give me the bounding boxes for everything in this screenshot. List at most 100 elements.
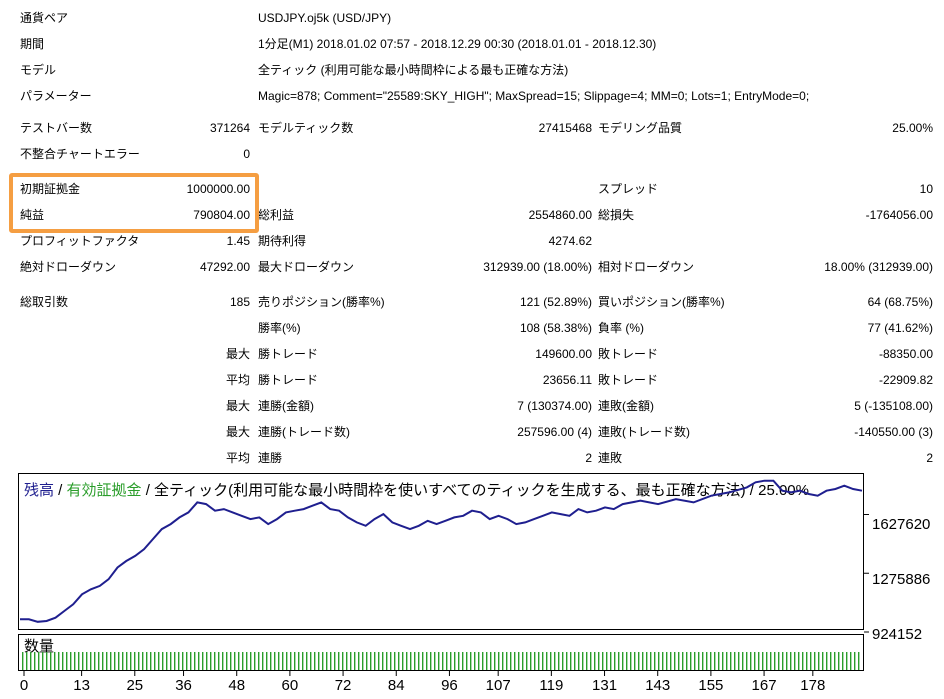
volume-bar (694, 652, 696, 670)
volume-bar (406, 652, 408, 670)
volume-bar (178, 652, 180, 670)
volume-bar (674, 652, 676, 670)
max-label-3: 最大 (225, 425, 250, 439)
volume-bar (826, 652, 828, 670)
volume-bar (810, 652, 812, 670)
volume-bar (298, 652, 300, 670)
volume-bar (358, 652, 360, 670)
volume-bar (218, 652, 220, 670)
volume-bar (762, 652, 764, 670)
cons-loss-amount-label: 連敗(金額) (598, 399, 654, 413)
volume-bar (662, 652, 664, 670)
volume-bar (570, 652, 572, 670)
x-tick-label: 13 (73, 677, 90, 694)
volume-bar (434, 652, 436, 670)
volume-bar (302, 652, 304, 670)
volume-bar (690, 652, 692, 670)
volume-bar (74, 652, 76, 670)
volume-bar (438, 652, 440, 670)
x-tick-label: 72 (334, 677, 352, 694)
abs-drawdown-value: 47292.00 (199, 260, 250, 274)
x-tick-label: 96 (441, 677, 458, 694)
balance-chart[interactable] (18, 473, 864, 630)
avg-cons-loss-value: 2 (926, 451, 933, 465)
volume-bar (306, 652, 308, 670)
volume-bar (66, 652, 68, 670)
volume-bar (62, 652, 64, 670)
net-profit-label: 純益 (20, 208, 45, 222)
rel-drawdown-label: 相対ドローダウン (598, 260, 695, 274)
volume-bar (42, 652, 44, 670)
volume-bar (786, 652, 788, 670)
model-value: 全ティック (利用可能な最小時間枠による最も正確な方法) (258, 63, 569, 77)
volume-bar (766, 652, 768, 670)
volume-bar (490, 652, 492, 670)
rel-drawdown-value: 18.00% (312939.00) (824, 260, 933, 274)
volume-bar (246, 652, 248, 670)
max-label-2: 最大 (225, 399, 250, 413)
volume-bar (450, 652, 452, 670)
volume-bar (350, 652, 352, 670)
cons-win-amount-value: 7 (130374.00) (517, 399, 592, 413)
max-drawdown-value: 312939.00 (18.00%) (483, 260, 592, 274)
volume-bar (174, 652, 176, 670)
gross-loss-value: -1764056.00 (865, 208, 933, 222)
cons-win-count-value: 257596.00 (4) (517, 425, 592, 439)
volume-bar (590, 652, 592, 670)
x-tick-label: 143 (645, 677, 671, 694)
volume-bar (106, 652, 108, 670)
volume-bar (154, 652, 156, 670)
volume-bar (710, 652, 712, 670)
volume-bar (258, 652, 260, 670)
loss-rate-value: 77 (41.62%) (867, 321, 933, 335)
volume-bar (198, 652, 200, 670)
volume-bar (118, 652, 120, 670)
volume-bar (734, 652, 736, 670)
volume-bar (242, 652, 244, 670)
volume-bar (486, 652, 488, 670)
volume-bar (190, 652, 192, 670)
volume-bar (402, 652, 404, 670)
volume-bar (462, 652, 464, 670)
volume-bar (238, 652, 240, 670)
volume-bar (270, 652, 272, 670)
volume-bar (790, 652, 792, 670)
mismatch-label: 不整合チャートエラー (20, 147, 140, 161)
model-label: モデル (20, 63, 57, 77)
volume-bar (534, 652, 536, 670)
params-value: Magic=878; Comment="25589:SKY_HIGH"; Max… (258, 89, 810, 103)
max-label: 最大 (225, 347, 250, 361)
volume-bar (110, 652, 112, 670)
volume-bar (102, 652, 104, 670)
volume-bar (222, 652, 224, 670)
volume-bar (542, 652, 544, 670)
volume-bar (98, 652, 100, 670)
x-tick-label: 60 (281, 677, 299, 694)
volume-bar (210, 652, 212, 670)
volume-bar (730, 652, 732, 670)
abs-drawdown-label: 絶対ドローダウン (20, 260, 117, 274)
volume-bar (798, 652, 800, 670)
volume-bar (802, 652, 804, 670)
volume-bar (642, 652, 644, 670)
volume-bar (538, 652, 540, 670)
volume-bar (726, 652, 728, 670)
cons-loss-amount-value: 5 (-135108.00) (854, 399, 933, 413)
volume-bar (502, 652, 504, 670)
params-label: パラメーター (20, 89, 92, 103)
volume-bar (646, 652, 648, 670)
volume-bar (506, 652, 508, 670)
volume-bar (474, 652, 476, 670)
volume-bar (378, 652, 380, 670)
volume-bar (390, 652, 392, 670)
volume-bar (466, 652, 468, 670)
volume-bar (714, 652, 716, 670)
cons-loss-count-value: -140550.00 (3) (854, 425, 933, 439)
volume-bar (322, 652, 324, 670)
x-tick-label: 167 (751, 677, 777, 694)
y-tick-label: 1275886 (872, 571, 931, 588)
volume-bar (346, 652, 348, 670)
volume-bar (666, 652, 668, 670)
legend-separator: / (54, 482, 67, 499)
